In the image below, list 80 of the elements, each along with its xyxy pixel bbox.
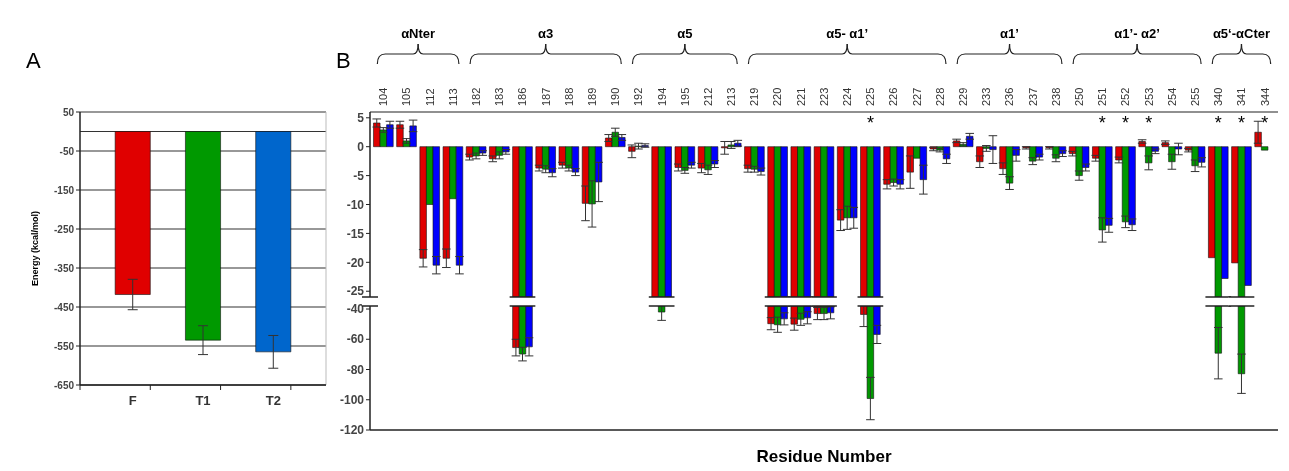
x-tick-label: 223	[817, 87, 830, 106]
annotation: *	[1261, 112, 1269, 133]
text: αNter	[401, 26, 436, 41]
x-tick-label: 233	[980, 87, 993, 106]
x-axis-title: Residue Number	[756, 447, 892, 466]
annotation: *	[1098, 112, 1106, 133]
x-tick-label: 186	[516, 87, 529, 106]
y-tick-label: -250	[53, 223, 75, 235]
y-tick-label: -5	[353, 168, 365, 183]
x-tick-label: 192	[632, 87, 645, 106]
x-tick-label: 251	[1096, 87, 1109, 106]
x-tick-label: T2	[265, 393, 281, 408]
x-tick-label: 194	[655, 87, 668, 106]
x-tick-label: T1	[195, 393, 211, 408]
annotation: *	[1237, 112, 1245, 133]
y-tick-label: 50	[62, 106, 75, 118]
x-tick-label: 236	[1003, 87, 1016, 106]
annotation: *	[1122, 112, 1130, 133]
y-tick-label: 5	[357, 110, 365, 125]
y-tick-label: -60	[346, 332, 365, 347]
annotation: *	[1214, 112, 1222, 133]
x-tick-label: 104	[377, 87, 390, 106]
y-tick-label: -100	[339, 392, 365, 407]
x-tick-label: 228	[933, 87, 946, 106]
y-tick-label: -350	[53, 262, 75, 274]
y-tick-label: -120	[339, 423, 365, 438]
text: α1’	[1000, 26, 1019, 41]
x-tick-label: 189	[585, 87, 598, 106]
y-tick-label: -25	[346, 284, 365, 299]
x-tick-label: 224	[841, 87, 854, 106]
annotation: *	[866, 112, 874, 133]
x-tick-label: 112	[423, 88, 436, 106]
x-tick-label: 187	[539, 87, 552, 106]
x-tick-label: 344	[1258, 87, 1271, 106]
y-tick-label: -50	[59, 145, 75, 157]
x-tick-label: 253	[1142, 87, 1155, 106]
text: α3	[538, 26, 554, 41]
x-tick-label: 225	[864, 87, 877, 106]
chart-title: B	[336, 48, 351, 73]
x-tick-label: 220	[771, 87, 784, 106]
x-tick-label: 340	[1212, 87, 1225, 106]
x-tick-label: 213	[725, 87, 738, 106]
x-tick-label: 226	[887, 87, 900, 106]
x-tick-label: 105	[400, 87, 413, 106]
x-tick-label: 195	[678, 87, 691, 106]
x-tick-label: 190	[609, 87, 622, 106]
text: α5‘-αCter	[1212, 26, 1271, 41]
y-tick-label: -650	[53, 379, 75, 391]
x-tick-label: F	[128, 393, 137, 408]
y-tick-label: -550	[53, 340, 75, 352]
y-tick-label: -10	[346, 197, 365, 212]
x-tick-label: 252	[1119, 87, 1132, 106]
y-tick-label: -40	[346, 302, 365, 317]
y-tick-label: -450	[53, 301, 75, 313]
chart-title: A	[26, 48, 41, 73]
x-tick-label: 212	[701, 87, 714, 106]
y-axis-title: Energy (kcal/mol)	[30, 210, 40, 287]
x-tick-label: 229	[957, 87, 970, 106]
text: α5- α1’	[826, 26, 869, 41]
y-tick-label: -80	[346, 362, 365, 377]
x-tick-label: 237	[1026, 87, 1039, 106]
text: α5	[677, 26, 693, 41]
x-tick-label: 188	[562, 87, 575, 106]
x-tick-label: 227	[910, 87, 923, 106]
x-tick-label: 183	[493, 87, 506, 106]
x-tick-label: 250	[1072, 87, 1085, 106]
x-tick-label: 113	[446, 88, 459, 106]
x-tick-label: 238	[1049, 87, 1062, 106]
annotation: *	[1145, 112, 1153, 133]
y-tick-label: -150	[53, 184, 75, 196]
x-tick-label: 219	[748, 87, 761, 106]
text: α1’- α2’	[1114, 26, 1160, 41]
y-tick-label: -20	[346, 255, 365, 270]
x-tick-label: 341	[1235, 87, 1248, 106]
y-tick-label: -15	[346, 226, 365, 241]
x-tick-label: 221	[794, 87, 807, 106]
x-tick-label: 255	[1188, 87, 1201, 106]
x-tick-label: 182	[469, 87, 482, 106]
y-tick-label: 0	[357, 139, 365, 154]
x-tick-label: 254	[1165, 87, 1178, 106]
